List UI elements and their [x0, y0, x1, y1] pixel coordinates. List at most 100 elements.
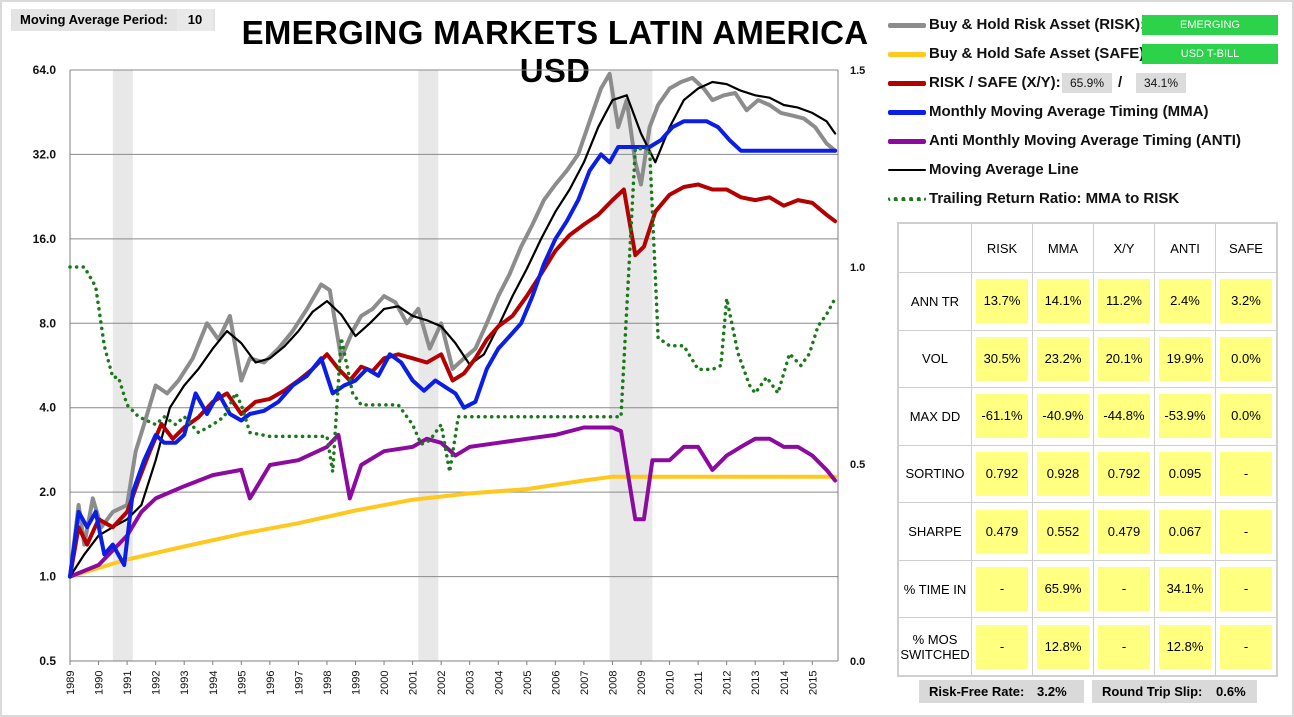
stats-cell: 0.095 — [1154, 444, 1216, 504]
legend-label-anti: Anti Monthly Moving Average Timing (ANTI… — [929, 132, 1241, 149]
stats-header-row: RISK MMA X/Y ANTI SAFE — [898, 223, 1277, 273]
x-tick-label: 1994 — [208, 671, 220, 695]
stats-cell: 0.479 — [971, 502, 1033, 561]
stats-cell: 30.5% — [971, 329, 1033, 389]
risk-asset-badge[interactable]: EMERGING — [1142, 15, 1278, 35]
stats-cell: 0.928 — [1032, 444, 1094, 504]
stats-cell: - — [971, 617, 1033, 676]
legend-item-mma: Monthly Moving Average Timing (MMA) — [886, 99, 1286, 125]
stats-row: SORTINO 0.792 0.928 0.792 0.095- — [898, 444, 1277, 504]
stats-row-label: % MOS SWITCHED — [898, 617, 972, 676]
stats-cell: 12.8% — [1032, 617, 1094, 676]
stats-row-label: VOL — [898, 329, 972, 389]
stats-cell-value: - — [1220, 567, 1272, 612]
stats-cell: 0.0% — [1215, 329, 1277, 389]
stats-col-mma: MMA — [1032, 223, 1094, 273]
stats-row: ANN TR 13.7% 14.1% 11.2% 2.4% 3.2% — [898, 272, 1277, 331]
y-tick-label: 16.0 — [33, 232, 57, 246]
stats-cell-value: - — [1220, 624, 1272, 669]
legend-item-anti: Anti Monthly Moving Average Timing (ANTI… — [886, 128, 1286, 154]
stats-cell-value: 30.5% — [976, 336, 1028, 381]
x-tick-label: 1996 — [265, 671, 277, 695]
x-tick-label: 2007 — [579, 671, 591, 695]
series-line — [68, 71, 838, 579]
stats-cell-value: 19.9% — [1159, 336, 1211, 381]
stats-cell: -40.9% — [1032, 387, 1094, 446]
stats-cell: 0.0% — [1215, 387, 1277, 446]
stats-cell: 2.4% — [1154, 272, 1216, 331]
x-tick-label: 2006 — [550, 671, 562, 695]
stats-row: MAX DD -61.1% -40.9% -44.8% -53.9% 0.0% — [898, 387, 1277, 446]
y-tick-label: 0.5 — [39, 654, 56, 668]
round-trip-slip-box: Round Trip Slip: 0.6% — [1092, 680, 1257, 703]
y-tick-label: 2.0 — [39, 485, 56, 499]
x-tick-label: 1997 — [293, 671, 305, 695]
y-tick-label: 64.0 — [33, 63, 57, 77]
stats-cell-value: -44.8% — [1098, 394, 1150, 439]
legend-label-xy: RISK / SAFE (X/Y): — [929, 74, 1061, 91]
ma-period-value[interactable]: 10 — [177, 9, 213, 31]
stats-row: % MOS SWITCHED -12.8% -12.8% - — [898, 617, 1277, 676]
stats-cell-value: 0.479 — [1098, 509, 1150, 554]
stats-cell: 11.2% — [1093, 272, 1155, 331]
stats-cell-value: 20.1% — [1098, 336, 1150, 381]
x-tick-label: 2011 — [693, 671, 705, 695]
series-line — [68, 182, 838, 579]
round-trip-value: 0.6% — [1216, 684, 1246, 699]
stats-cell-value: 65.9% — [1037, 567, 1089, 612]
risk-free-rate-box: Risk-Free Rate: 3.2% — [919, 680, 1084, 703]
stats-cell-value: -61.1% — [976, 394, 1028, 439]
stats-cell: 23.2% — [1032, 329, 1094, 389]
stats-cell-value: 0.552 — [1037, 509, 1089, 554]
stats-row: % TIME IN -65.9% -34.1% - — [898, 559, 1277, 619]
y-tick-label: 1.0 — [39, 570, 56, 584]
stats-col-risk: RISK — [971, 223, 1033, 273]
legend-label-ratio: Trailing Return Ratio: MMA to RISK — [929, 190, 1180, 207]
stats-cell-value: 0.792 — [1098, 451, 1150, 496]
risk-free-label: Risk-Free Rate: — [929, 684, 1025, 699]
y-tick-label: 4.0 — [39, 401, 56, 415]
ma-period-label: Moving Average Period: — [20, 12, 168, 27]
stats-cell-value: 0.0% — [1220, 394, 1272, 439]
x-tick-label: 1992 — [151, 671, 163, 695]
y-tick-label: 32.0 — [33, 147, 57, 161]
stats-cell: - — [1215, 617, 1277, 676]
x-tick-label: 1995 — [236, 671, 248, 695]
stats-cell: -61.1% — [971, 387, 1033, 446]
stats-cell: - — [1215, 502, 1277, 561]
stats-cell: 0.552 — [1032, 502, 1094, 561]
stats-cell: - — [971, 559, 1033, 619]
stats-cell-value: -53.9% — [1159, 394, 1211, 439]
stats-cell-value: 23.2% — [1037, 336, 1089, 381]
stats-cell: 20.1% — [1093, 329, 1155, 389]
stats-row-label: ANN TR — [898, 272, 972, 331]
stats-cell: 0.792 — [1093, 444, 1155, 504]
x-tick-label: 2015 — [807, 671, 819, 695]
stats-cell-value: - — [976, 624, 1028, 669]
stats-table: RISK MMA X/Y ANTI SAFE ANN TR 13.7% 14.1% 1… — [898, 223, 1277, 676]
xy-safe-pct: 34.1% — [1136, 73, 1186, 93]
stats-corner — [898, 223, 972, 273]
series-line — [68, 147, 837, 474]
x-tick-label: 1993 — [179, 671, 191, 695]
x-tick-label: 2014 — [779, 671, 791, 695]
stats-cell-value: 0.928 — [1037, 451, 1089, 496]
stats-cell: 12.8% — [1154, 617, 1216, 676]
stats-cell: 13.7% — [971, 272, 1033, 331]
shaded-period — [418, 70, 439, 661]
legend-label-ma-line: Moving Average Line — [929, 161, 1079, 178]
tick-labels: 64.0 32.0 16.0 8.0 4.0 2.0 1.0 0.5 1.5 1.0 0.5 0.0 1… — [33, 63, 866, 695]
grid-lines — [70, 69, 838, 578]
x-tick-label: 2010 — [665, 671, 677, 695]
stats-cell-value: 0.095 — [1159, 451, 1211, 496]
y-tick-label: 8.0 — [39, 316, 56, 330]
risk-free-value: 3.2% — [1037, 684, 1067, 699]
safe-asset-badge[interactable]: USD T-BILL — [1142, 44, 1278, 64]
legend-item-risk: Buy & Hold Risk Asset (RISK): EMERGING — [886, 12, 1286, 38]
stats-cell-value: - — [1220, 509, 1272, 554]
stats-row-label: SHARPE — [898, 502, 972, 561]
x-tick-label: 2005 — [522, 671, 534, 695]
y2-tick-label: 0.0 — [850, 656, 865, 668]
stats-cell: 0.792 — [971, 444, 1033, 504]
stats-cell: -44.8% — [1093, 387, 1155, 446]
